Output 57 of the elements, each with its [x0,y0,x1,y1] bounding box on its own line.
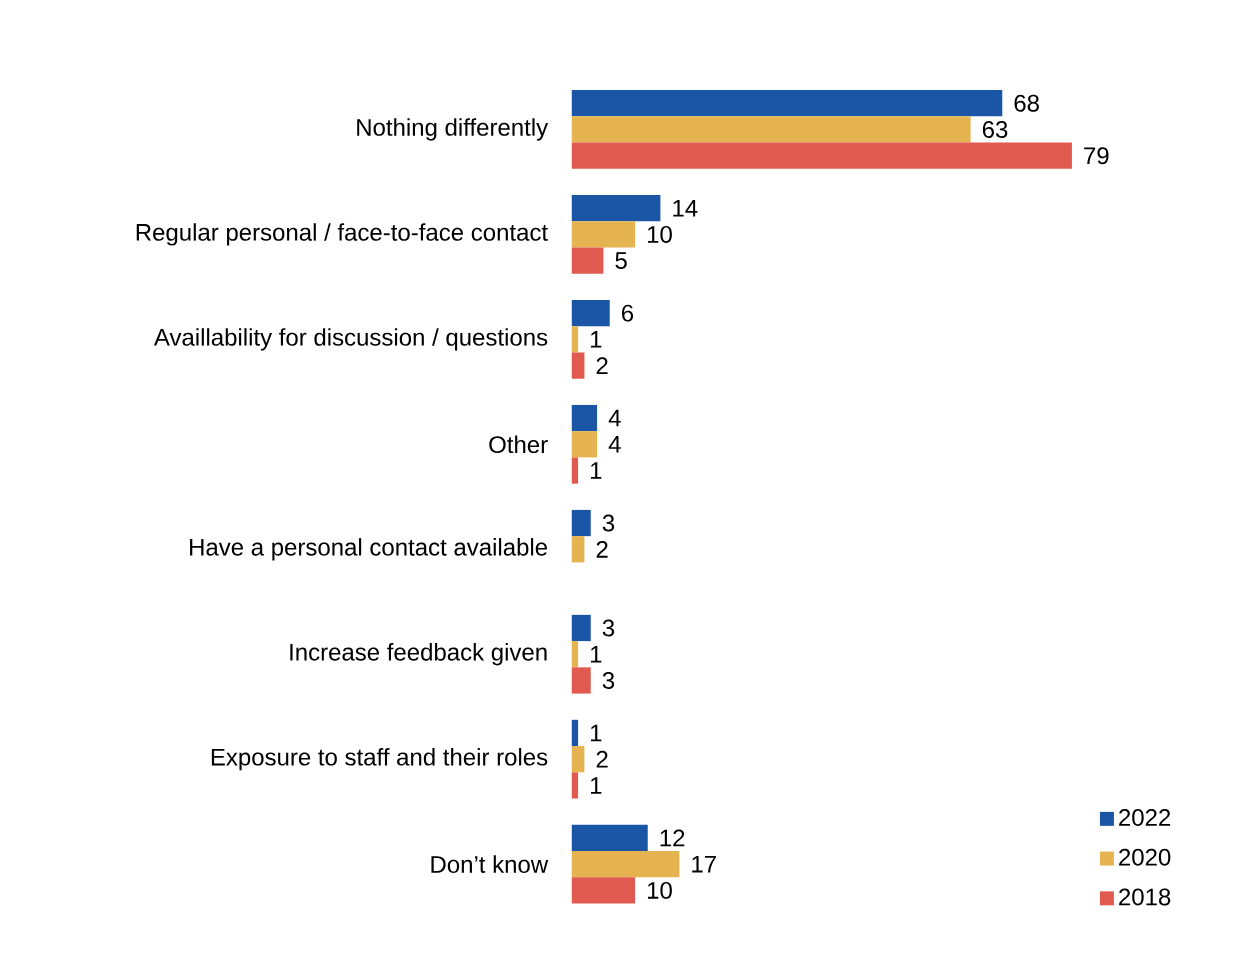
data-label: 1 [590,331,602,348]
legend-label: 2018 [1119,888,1171,906]
data-label: 1 [590,777,602,794]
bar [571,615,591,642]
data-label: 10 [647,882,672,900]
data-label: 4 [608,436,621,453]
data-label: 1 [590,462,602,480]
bar [571,877,636,904]
y-tick-label: Other [489,435,548,454]
bar [571,746,585,773]
data-label: 4 [608,410,621,427]
y-tick-label: Regular personal / face-to-face contact [136,223,548,246]
bar [571,641,579,668]
data-label: 10 [647,226,672,244]
bar [571,90,1003,117]
data-label: 2 [596,541,608,558]
y-tick-label: Have a personal contact available [190,538,547,561]
bar [571,142,1072,170]
data-label: 14 [673,200,698,217]
bar [571,195,661,222]
legend-label: 2022 [1119,809,1171,827]
data-label: 1 [590,724,602,742]
bar [571,851,680,878]
data-label: 63 [982,121,1008,139]
data-label: 68 [1014,94,1039,112]
bar [571,405,598,432]
bar [571,536,585,563]
bar [571,247,604,274]
data-label: 5 [615,252,627,270]
y-tick-label: Exposure to staff and their roles [211,748,548,771]
bar [571,431,598,458]
y-tick-label: Don’t know [431,855,549,874]
bar [571,300,610,327]
data-label: 2 [596,751,608,768]
bar [571,772,579,799]
data-label: 2 [596,357,608,375]
data-label: 1 [590,646,602,663]
bar [571,352,585,379]
legend-label: 2020 [1119,848,1171,866]
y-tick-label: Increase feedback given [290,643,547,666]
bar [571,221,636,248]
bar [571,667,591,694]
data-label: 3 [602,672,615,690]
data-label: 3 [602,619,615,637]
data-label: 17 [692,856,716,873]
data-label: 3 [602,514,615,532]
data-label: 12 [660,829,685,847]
bar [571,824,648,852]
bar [571,510,591,537]
data-label: 6 [622,304,634,322]
y-tick-label: Availlability for discussion / questions [153,328,548,351]
y-tick-label: Nothing differently [357,118,549,141]
bar [571,326,579,353]
bar [571,116,971,143]
data-label: 79 [1084,147,1109,165]
bar [571,457,579,484]
bar [571,720,579,747]
